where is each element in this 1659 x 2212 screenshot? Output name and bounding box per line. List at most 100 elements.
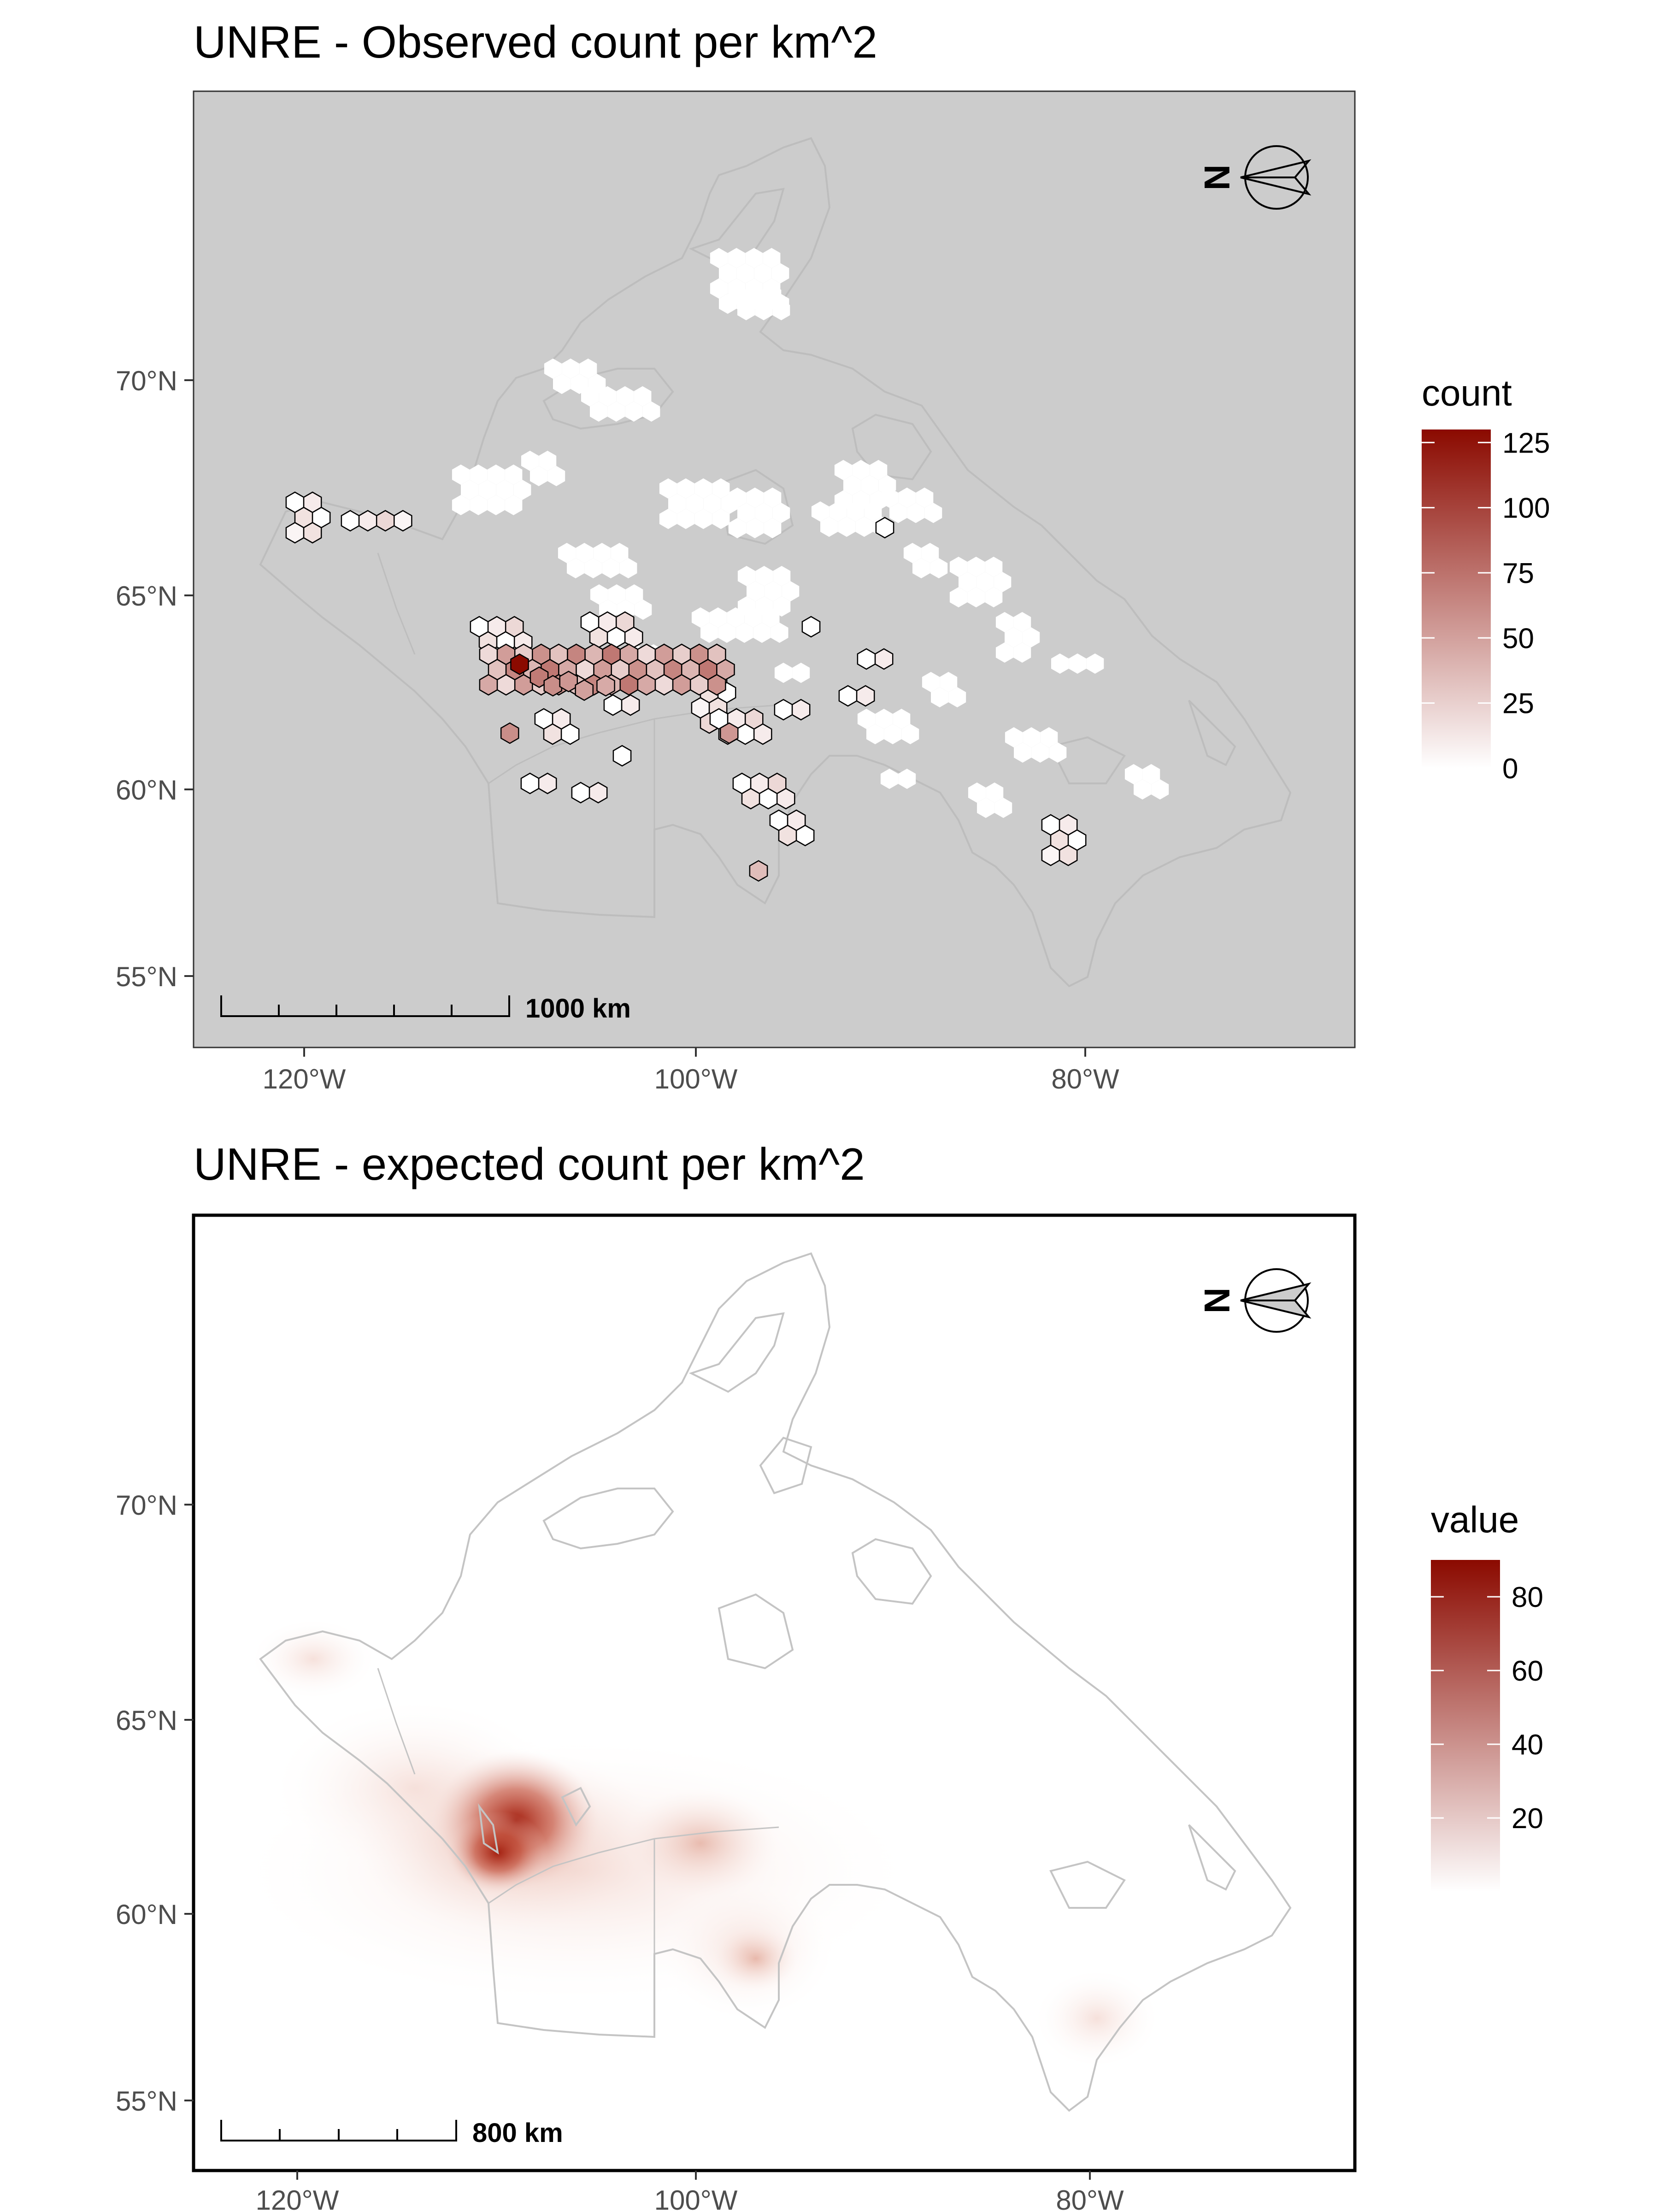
hex-cell — [520, 772, 540, 794]
hex-cell — [538, 772, 557, 794]
hex-cell-zero — [513, 480, 531, 500]
hex-cell — [735, 723, 755, 745]
hex-cell-zero — [875, 709, 893, 729]
hex-cell-zero — [924, 503, 942, 523]
hex-cell-zero — [710, 278, 728, 299]
hex-cell-zero — [634, 600, 652, 620]
hex-cell — [285, 522, 305, 544]
hex-cell-zero — [668, 494, 686, 514]
legend-tick-label: 60 — [1512, 1655, 1543, 1687]
hex-cell-zero — [764, 518, 782, 538]
y-tick-label: 70°N — [116, 365, 177, 396]
map-area — [192, 1213, 1357, 2172]
hex-cell-zero — [736, 263, 754, 283]
hex-cell-zero — [745, 248, 763, 268]
hex-cell-zero — [470, 495, 488, 515]
hex-cell-zero — [746, 518, 764, 538]
hex-cell-zero — [1023, 727, 1041, 747]
panel-title: UNRE - expected count per km^2 — [194, 1139, 865, 1189]
scale-bar-label: 800 km — [472, 2118, 563, 2148]
hex-cell-zero — [995, 612, 1014, 632]
x-tick-label: 100°W — [654, 1064, 738, 1094]
hex-cell-zero — [948, 687, 966, 707]
legend-colorbar — [1422, 429, 1491, 768]
hex-cell-zero — [995, 642, 1014, 663]
hex-cell-zero — [903, 543, 922, 563]
hex-cell-zero — [659, 509, 677, 529]
hex-cell-zero — [880, 769, 899, 789]
hex-cell-zero — [544, 359, 562, 379]
hex-cell — [619, 674, 639, 696]
hex-cell-zero — [558, 543, 576, 563]
hex-cell-zero — [1142, 764, 1160, 784]
hex-cell-zero — [893, 709, 911, 729]
hex-cell-zero — [884, 724, 902, 744]
x-axis: 120°W 100°W 80°W — [263, 1047, 1119, 1094]
hex-cell-zero — [521, 451, 539, 471]
hex-cell — [612, 745, 632, 767]
hex-cell-zero — [861, 475, 879, 495]
hex-cell-zero — [686, 494, 704, 514]
hex-cell — [654, 674, 674, 696]
hex-cell-zero — [487, 465, 505, 485]
hex-cell — [394, 510, 412, 532]
hex-cell-zero — [753, 623, 771, 643]
y-axis: 70°N 65°N 60°N 55°N — [116, 1490, 194, 2117]
hex-cell-zero — [985, 587, 1003, 607]
hex-cell-zero — [1134, 779, 1152, 800]
island-outline — [478, 1312, 1236, 1909]
hex-cell-zero — [772, 503, 790, 523]
north-arrow-label: N — [1197, 1288, 1237, 1313]
hex-cell-zero — [792, 663, 810, 683]
x-tick-label: 100°W — [654, 2185, 738, 2212]
hex-cell-zero — [452, 465, 470, 485]
y-tick-label: 55°N — [116, 961, 177, 992]
expected-surface — [226, 1618, 1161, 2069]
hex-cell-zero — [774, 663, 793, 683]
hex-cell — [838, 685, 858, 707]
hex-cell-zero — [727, 607, 745, 628]
hex-cell-zero — [922, 672, 940, 692]
hex-cell — [603, 694, 623, 716]
hex-cell-zero — [709, 607, 727, 628]
hex-cell-zero — [773, 566, 791, 586]
hex-cell — [707, 674, 726, 696]
legend-tick-label: 0 — [1502, 753, 1518, 785]
hex-cell-zero — [912, 558, 930, 578]
hex-cell-zero — [763, 248, 781, 268]
y-tick-label: 60°N — [116, 1899, 177, 1930]
north-arrow: N — [1197, 145, 1312, 210]
hex-cell-zero — [764, 488, 782, 508]
hex-cell-zero — [562, 359, 580, 379]
hex-cell — [376, 510, 395, 532]
hex-cell-zero — [625, 401, 643, 422]
hex-cell-zero — [855, 517, 873, 537]
hex-cell-zero — [452, 495, 470, 515]
panel-expected: UNRE - expected count per km^2 — [116, 1139, 1543, 2212]
hex-cell-zero — [1124, 764, 1143, 784]
hex-cell-zero — [728, 248, 746, 268]
hex-cell-zero — [712, 509, 730, 529]
hex-cell-zero — [642, 401, 660, 422]
hex-cell — [672, 674, 691, 696]
legend-tick-label: 20 — [1512, 1803, 1543, 1835]
hex-cell — [759, 788, 778, 810]
hex-cell-zero — [994, 572, 1012, 592]
hex-cell-zero — [616, 386, 634, 406]
hex-cell-zero — [611, 543, 629, 563]
hex-cell-zero — [530, 466, 548, 486]
hex-cell-zero — [921, 543, 939, 563]
legend-tick-label: 75 — [1502, 558, 1534, 589]
hex-cell-count — [749, 860, 768, 882]
hex-cell-zero — [719, 263, 737, 283]
hex-cell-zero — [599, 386, 617, 406]
legend-value: value 80 60 40 20 — [1431, 1499, 1543, 1892]
hex-cell-count — [510, 653, 529, 675]
hex-cell-zero — [755, 503, 773, 523]
hex-cell-zero — [590, 401, 608, 422]
legend-tick-label: 25 — [1502, 688, 1534, 720]
hex-cell-zero — [1086, 653, 1104, 674]
hex-cell-zero — [857, 709, 876, 729]
hex-cell-zero — [754, 263, 772, 283]
